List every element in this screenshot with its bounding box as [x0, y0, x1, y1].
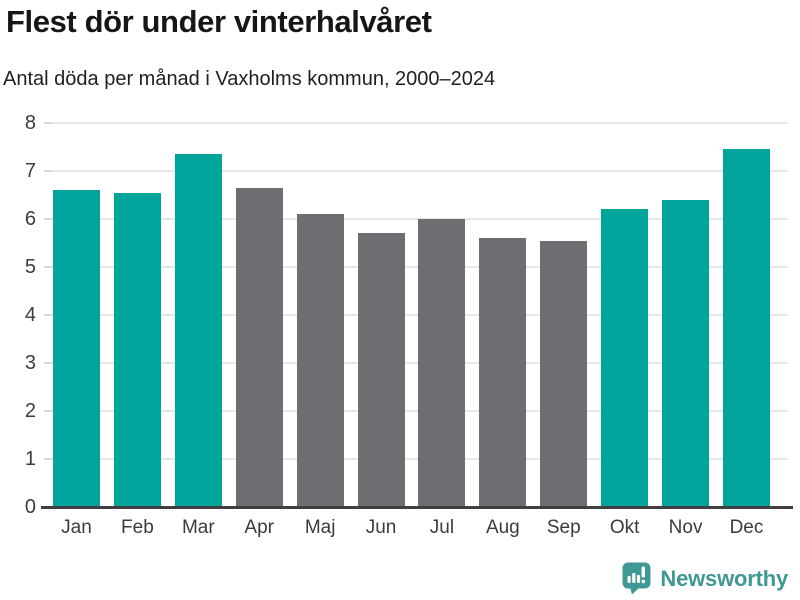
x-axis-label-feb: Feb	[121, 517, 154, 538]
chart-subtitle: Antal döda per månad i Vaxholms kommun, …	[3, 68, 496, 90]
y-axis-labels: 0 1 2 3 4 5 6 7 8	[6, 113, 36, 517]
y-tick-mark-6	[44, 218, 53, 220]
gridline-y3	[46, 362, 788, 364]
bar-apr	[235, 187, 283, 507]
y-axis-tick-label-1: 1	[24, 448, 36, 470]
bar-dec	[722, 149, 770, 507]
x-axis-label-maj: Maj	[304, 517, 336, 538]
x-axis-line	[41, 506, 793, 509]
x-axis-label-apr: Apr	[244, 517, 274, 538]
y-tick-mark-7	[44, 170, 53, 172]
y-axis-tick-label-8: 8	[24, 112, 36, 134]
gridline-y8	[46, 122, 788, 124]
y-axis-tick-label-4: 4	[24, 304, 36, 326]
gridline-y2	[46, 410, 788, 412]
y-tick-mark-5	[44, 266, 53, 268]
bar-aug	[479, 238, 527, 507]
x-axis-label-jul: Jul	[429, 517, 455, 538]
chart-title: Flest dör under vinterhalvåret	[6, 4, 432, 39]
x-axis-labels: Jan Feb Mar Apr Maj Jun Jul Aug Sep Okt Nov Dec	[53, 517, 770, 539]
bars-container	[53, 123, 770, 507]
x-axis-label-okt: Okt	[609, 517, 640, 538]
y-tick-mark-1	[44, 458, 53, 460]
bar-jul	[418, 219, 466, 507]
y-tick-mark-4	[44, 314, 53, 316]
x-axis-label-sep: Sep	[546, 517, 581, 538]
gridline-y1	[46, 458, 788, 460]
bar-sep	[540, 240, 588, 507]
y-axis-tick-label-2: 2	[24, 400, 36, 422]
y-axis-tick-label-6: 6	[24, 208, 36, 230]
x-axis-label-dec: Dec	[729, 517, 764, 538]
plot-area	[41, 122, 793, 509]
y-tick-mark-3	[44, 362, 53, 364]
bar-okt	[601, 209, 649, 507]
gridline-y6	[46, 218, 788, 220]
y-axis-tick-label-5: 5	[24, 256, 36, 278]
y-tick-mark-2	[44, 410, 53, 412]
gridline-y5	[46, 266, 788, 268]
bar-maj	[296, 214, 344, 507]
x-axis-label-jun: Jun	[365, 517, 397, 538]
gridline-y7	[46, 170, 788, 172]
gridline-y4	[46, 314, 788, 316]
brand-name: Newsworthy	[660, 565, 788, 591]
newsworthy-logo-icon	[622, 562, 651, 595]
bar-mar	[174, 154, 222, 507]
y-axis-tick-label-7: 7	[24, 160, 36, 182]
y-axis-tick-label-0: 0	[24, 496, 36, 518]
bar-nov	[662, 199, 710, 507]
x-axis-label-jan: Jan	[61, 517, 92, 538]
y-axis-tick-label-3: 3	[24, 352, 36, 374]
bar-jun	[357, 233, 405, 507]
x-axis-label-nov: Nov	[668, 517, 703, 538]
brand-footer[interactable]: Newsworthy	[622, 562, 788, 595]
bar-feb	[113, 192, 161, 507]
x-axis-label-mar: Mar	[181, 517, 215, 538]
bar-jan	[53, 190, 100, 507]
y-tick-mark-8	[44, 122, 53, 124]
x-axis-label-aug: Aug	[485, 517, 520, 538]
